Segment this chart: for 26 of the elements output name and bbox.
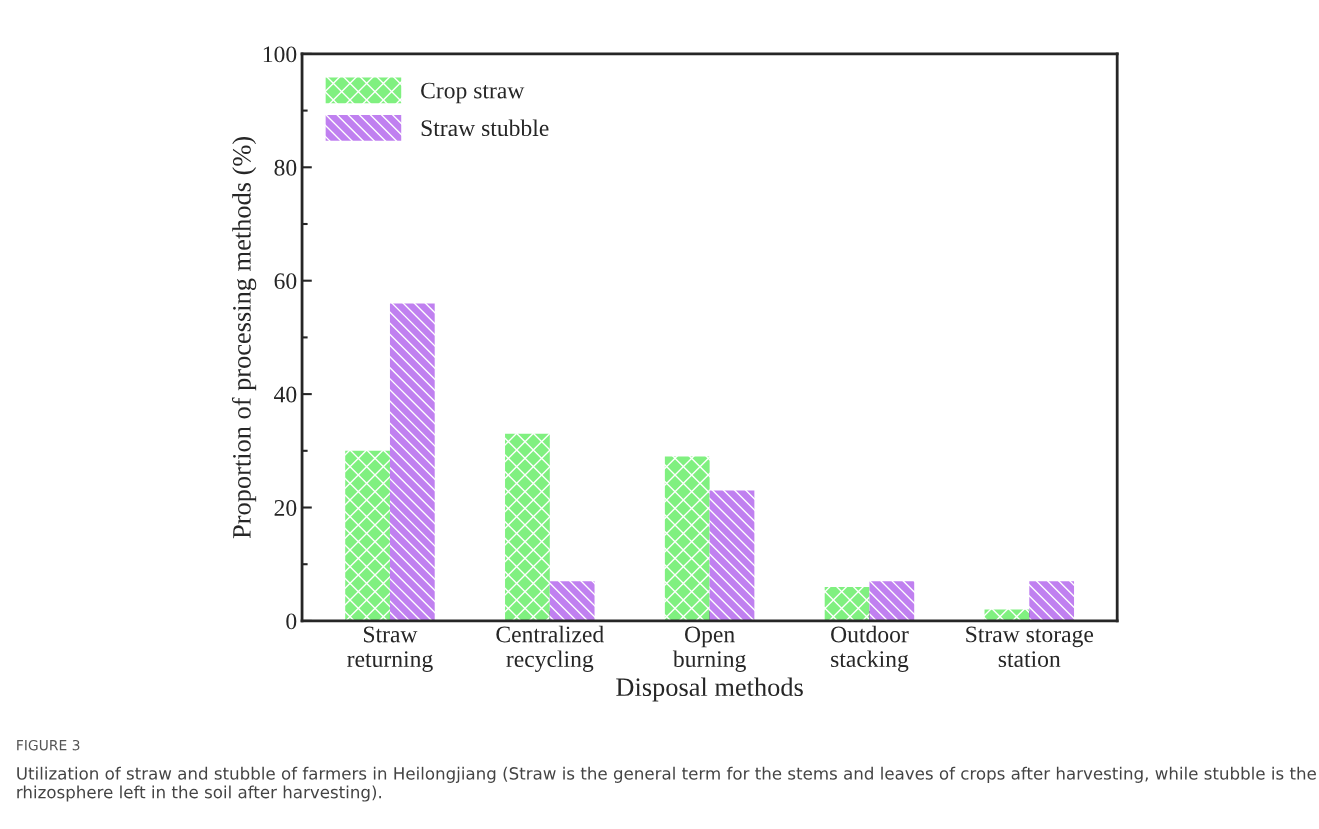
- bar: [869, 581, 915, 621]
- y-tick-label: 40: [274, 386, 297, 403]
- bar: [1029, 581, 1075, 621]
- y-tick-label: 0: [286, 613, 297, 630]
- x-tick-label: Outdoor stacking: [831, 625, 909, 672]
- caption: FIGURE 3: [17, 739, 80, 751]
- y-tick-label: 100: [263, 46, 297, 63]
- y-axis-title: Proportion of processing methods (%): [231, 137, 257, 539]
- bar: [824, 586, 870, 621]
- x-tick-label: Centralized recycling: [496, 625, 604, 672]
- bar: [345, 450, 390, 621]
- y-tick-label: 60: [274, 273, 297, 290]
- x-axis-title: Disposal methods: [616, 677, 803, 702]
- bar: [549, 581, 595, 621]
- x-tick-label: Straw returning: [347, 626, 433, 672]
- text: Utilization of straw and stubble of farmers in Heilongjiang (Straw is the general term for the stems and leaves of crops after harvesting, while stubble is the rhizosphere left in the soil after harvesting).: [17, 766, 1316, 802]
- bar: [505, 433, 550, 621]
- bar: [664, 456, 710, 621]
- y-tick-label: 80: [274, 159, 297, 176]
- x-tick-label: Straw storage station: [966, 626, 1094, 668]
- bar: [709, 490, 755, 621]
- bar: [389, 303, 435, 621]
- x-tick-label: Open burning: [672, 626, 746, 672]
- legend-label: Crop straw: [421, 82, 525, 104]
- legend-label: Straw stubble: [421, 119, 549, 137]
- y-tick-label: 20: [274, 500, 297, 516]
